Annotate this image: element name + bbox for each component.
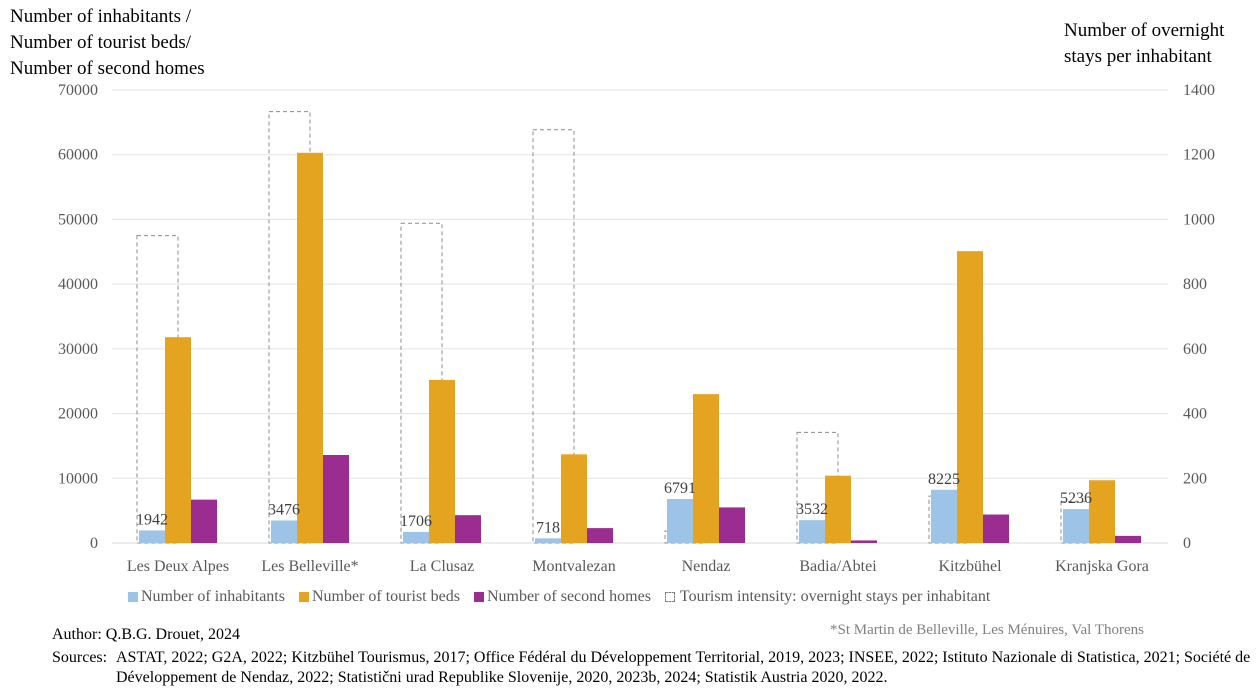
x-category-label: Les Deux Alpes (127, 558, 229, 575)
legend-item-inhabitants: Number of inhabitants (128, 588, 285, 606)
y-axis-left-title-line: Number of tourist beds/ (10, 32, 192, 53)
bar-inhabitants (535, 538, 561, 543)
legend-label: Number of tourist beds (311, 588, 460, 605)
x-category-label: La Clusaz (410, 558, 474, 575)
y-tick-right-label: 800 (1183, 276, 1207, 293)
bar-second-homes (851, 540, 877, 543)
y-axis-left-title: Number of inhabitants / Number of touris… (10, 4, 205, 82)
bar-second-homes (587, 528, 613, 543)
y-tick-right-label: 1400 (1183, 82, 1215, 99)
y-axis-left-title-line: Number of inhabitants / (10, 6, 191, 27)
bar-second-homes (1115, 535, 1141, 543)
bar-inhabitants (667, 499, 693, 543)
bar-tourist-beds (825, 475, 851, 543)
bar-second-homes (323, 454, 349, 543)
bar-second-homes (983, 514, 1009, 543)
legend-item-tourist-beds: Number of tourist beds (298, 588, 460, 606)
legend-label: Number of inhabitants (141, 588, 285, 605)
data-label-inhabitants: 6791 (664, 480, 696, 497)
bar-inhabitants (1063, 509, 1089, 543)
x-category-label: Montvalezan (532, 558, 616, 575)
y-tick-left-label: 50000 (58, 211, 98, 228)
bar-tourist-beds (1089, 480, 1115, 543)
bar-tourism-intensity (532, 129, 575, 544)
data-label-inhabitants: 5236 (1060, 490, 1092, 507)
legend-swatch (664, 592, 675, 602)
x-category-label: Badia/Abtei (799, 558, 877, 575)
y-tick-left-label: 30000 (58, 341, 98, 358)
bar-inhabitants (931, 489, 957, 543)
bar-tourist-beds (957, 251, 983, 544)
y-tick-left-label: 10000 (58, 470, 98, 487)
data-label-inhabitants: 3532 (796, 501, 828, 518)
data-label-inhabitants: 718 (536, 519, 560, 536)
bar-tourist-beds (429, 379, 455, 543)
y-axis-left-title-line: Number of second homes (10, 58, 205, 79)
legend-label: Number of second homes (486, 588, 651, 605)
data-label-inhabitants: 1942 (136, 511, 168, 528)
y-tick-left-label: 0 (90, 535, 98, 552)
x-category-label: Nendaz (682, 558, 731, 575)
y-tick-right-label: 1200 (1183, 147, 1215, 164)
bar-tourism-intensity (796, 431, 839, 544)
bar-tourist-beds (297, 152, 323, 543)
bar-second-homes (455, 515, 481, 543)
legend-item-tourism-intensity: Tourism intensity: overnight stays per i… (664, 588, 991, 606)
bar-inhabitants (403, 531, 429, 543)
legend-swatch (298, 592, 309, 602)
legend-label: Tourism intensity: overnight stays per i… (679, 588, 991, 605)
bar-tourist-beds (693, 394, 719, 543)
author-line: Author: Q.B.G. Drouet, 2024 (52, 626, 240, 643)
sources-key: Sources: (52, 649, 108, 666)
bar-inhabitants (799, 520, 825, 543)
sources-text: ASTAT, 2022; G2A, 2022; Kitzbühel Touris… (116, 649, 1251, 686)
y-axis-right-title-line: Number of overnight (1064, 20, 1225, 41)
x-category-label: Kitzbühel (938, 558, 1002, 575)
y-axis-right-title: Number of overnight stays per inhabitant (1064, 18, 1224, 70)
y-tick-right-label: 0 (1183, 535, 1191, 552)
footnote: *St Martin de Belleville, Les Ménuires, … (830, 622, 1144, 638)
y-tick-left-label: 40000 (58, 276, 98, 293)
bar-tourist-beds (561, 454, 587, 543)
x-category-label: Kranjska Gora (1055, 558, 1149, 575)
bar-tourist-beds (165, 337, 191, 543)
legend-item-second-homes: Number of second homes (473, 588, 651, 606)
legend-swatch (473, 592, 484, 602)
y-tick-right-label: 600 (1183, 341, 1207, 358)
sources: Sources: ASTAT, 2022; G2A, 2022; Kitzbüh… (52, 648, 1256, 688)
bar-inhabitants (139, 530, 165, 543)
bar-second-homes (719, 507, 745, 543)
data-label-inhabitants: 3476 (268, 502, 300, 519)
y-tick-right-label: 400 (1183, 406, 1207, 423)
y-axis-right-title-line: stays per inhabitant (1064, 46, 1212, 67)
legend-swatch (128, 592, 138, 602)
data-label-inhabitants: 1706 (400, 513, 432, 530)
x-category-label: Les Belleville* (261, 558, 358, 575)
bar-second-homes (191, 499, 217, 543)
y-tick-right-label: 200 (1183, 470, 1207, 487)
y-tick-right-label: 1000 (1183, 211, 1215, 228)
y-tick-left-label: 60000 (58, 147, 98, 164)
y-tick-left-label: 20000 (58, 406, 98, 423)
bar-inhabitants (271, 520, 297, 543)
y-tick-left-label: 70000 (58, 82, 98, 99)
legend: Number of inhabitants Number of tourist … (128, 588, 1004, 606)
data-label-inhabitants: 8225 (928, 471, 960, 488)
